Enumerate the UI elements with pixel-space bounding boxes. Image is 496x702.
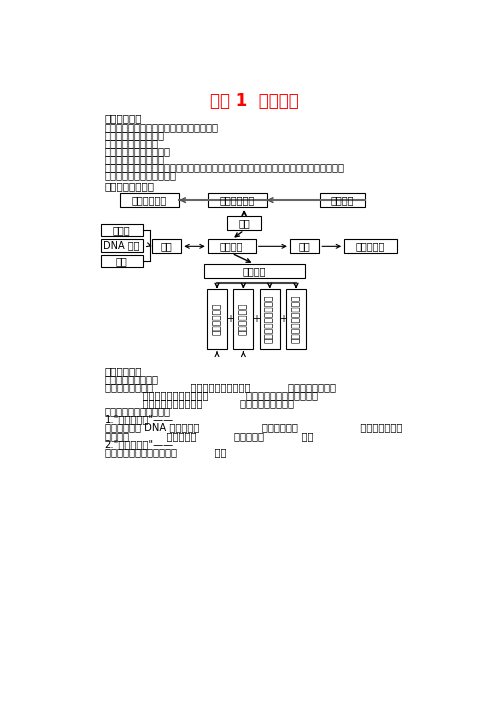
Text: 基因工程的原理及技术: 基因工程的原理及技术 <box>105 130 165 140</box>
Bar <box>207 289 227 349</box>
Text: 连接磷酸和脱氧核糖形成的            键。: 连接磷酸和脱氧核糖形成的 键。 <box>105 447 226 457</box>
Text: +: + <box>226 314 234 324</box>
Text: 发展: 发展 <box>299 241 310 251</box>
Text: DNA 连接: DNA 连接 <box>104 241 140 251</box>
Text: 植物基因工程: 植物基因工程 <box>132 195 167 205</box>
Text: 酸之间的            断开，形成            ，因此具有            性。: 酸之间的 断开，形成 ，因此具有 性。 <box>105 431 313 441</box>
Text: 基因工程: 基因工程 <box>220 241 244 251</box>
Bar <box>208 239 256 253</box>
Bar <box>120 193 179 207</box>
Bar <box>101 224 143 237</box>
Text: 基因工程的基本操作过程: 基因工程的基本操作过程 <box>105 146 171 157</box>
Bar <box>290 239 319 253</box>
Text: 目的基因获取: 目的基因获取 <box>212 303 222 335</box>
Text: 能够识别双链 DNA 分子的某种                    核苷酸序列，                    部位的两个核苷: 能够识别双链 DNA 分子的某种 核苷酸序列， 部位的两个核苷 <box>105 423 402 432</box>
Text: 动物基因工程: 动物基因工程 <box>220 195 255 205</box>
Bar <box>152 239 182 253</box>
Bar <box>320 193 365 207</box>
Text: 重组载体构建: 重组载体构建 <box>239 303 248 335</box>
Bar <box>233 289 253 349</box>
Text: 【知识梳理】: 【知识梳理】 <box>105 366 142 376</box>
Text: 的技术。基因工程可以            改造生物遗传性状。: 的技术。基因工程可以 改造生物遗传性状。 <box>105 399 294 409</box>
Bar <box>204 264 305 278</box>
Bar <box>227 216 261 230</box>
Text: 近几年高考命题的题型主要为信息材料题。本内容涉及生物的热点和边缘知识在今后的命题: 近几年高考命题的题型主要为信息材料题。本内容涉及生物的热点和边缘知识在今后的命题 <box>105 162 345 173</box>
Text: 【专题结构模型】: 【专题结构模型】 <box>105 182 155 192</box>
Text: 专题 1  基因工程: 专题 1 基因工程 <box>210 92 299 110</box>
Text: 本专题内容命题热点主要有以下几个方面：: 本专题内容命题热点主要有以下几个方面： <box>105 122 219 132</box>
Text: 操作程序: 操作程序 <box>243 266 266 276</box>
Text: 基因工程的基本工具: 基因工程的基本工具 <box>105 138 159 148</box>
Text: 目的基因表达、鉴定: 目的基因表达、鉴定 <box>292 295 301 343</box>
Text: 1."基因手术刀"——: 1."基因手术刀"—— <box>105 415 174 425</box>
Text: 中还将是重点考查的内容。: 中还将是重点考查的内容。 <box>105 171 177 180</box>
Bar <box>259 289 280 349</box>
Bar <box>286 289 306 349</box>
Text: 基因工程是指按照            ，将一种生物的基因在            剪切，并与特殊的: 基因工程是指按照 ，将一种生物的基因在 剪切，并与特殊的 <box>105 382 336 392</box>
Text: 蛋白质工程: 蛋白质工程 <box>356 241 385 251</box>
Text: 进行重新组合，然后转入            进行扩增，并使之表达产生: 进行重新组合，然后转入 进行扩增，并使之表达产生 <box>105 390 317 400</box>
Text: 基因治疗: 基因治疗 <box>331 195 354 205</box>
Text: 载体: 载体 <box>116 256 127 266</box>
Text: 目的基因导入与筛选: 目的基因导入与筛选 <box>265 295 274 343</box>
Text: 二、基因工程的操作工具: 二、基因工程的操作工具 <box>105 406 171 416</box>
Text: 2."基因缝纫针"——: 2."基因缝纫针"—— <box>105 439 174 449</box>
Text: +: + <box>252 314 260 324</box>
Text: +: + <box>279 314 287 324</box>
Text: 基因工程的成果及应用: 基因工程的成果及应用 <box>105 154 165 164</box>
Text: 一、基因工程的概念: 一、基因工程的概念 <box>105 374 159 384</box>
Text: 【考纲解读】: 【考纲解读】 <box>105 114 142 124</box>
Bar <box>101 239 143 252</box>
Text: 工具: 工具 <box>161 241 173 251</box>
Text: 应用: 应用 <box>238 218 250 228</box>
Text: 限制酶: 限制酶 <box>113 225 130 235</box>
Bar <box>208 193 267 207</box>
Bar <box>344 239 397 253</box>
Bar <box>101 255 143 267</box>
